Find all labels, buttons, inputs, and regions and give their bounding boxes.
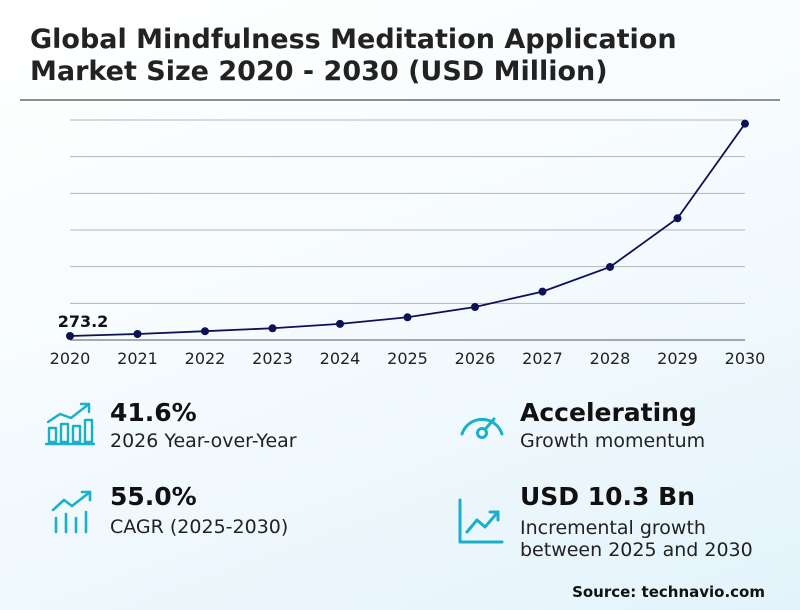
- data-point: [673, 214, 682, 223]
- x-tick-label: 2025: [387, 349, 428, 368]
- x-tick-label: 2020: [50, 349, 91, 368]
- title-divider: [20, 99, 780, 101]
- data-point: [471, 303, 479, 311]
- data-labels: 273.2: [58, 312, 109, 331]
- x-tick-label: 2027: [522, 349, 563, 368]
- x-tick-label: 2029: [657, 349, 698, 368]
- data-point: [403, 313, 412, 322]
- chart-title: Global Mindfulness Meditation Applicatio…: [30, 24, 770, 88]
- data-point: [606, 262, 614, 271]
- data-point: [201, 327, 209, 336]
- stat-cagr-label: CAGR (2025-2030): [110, 516, 289, 538]
- stat-yoy-label: 2026 Year-over-Year: [110, 430, 297, 452]
- x-tick-label: 2022: [185, 349, 226, 368]
- x-tick-label: 2021: [117, 349, 158, 368]
- stat-incremental-value: USD 10.3 Bn: [520, 482, 695, 511]
- gauge-icon: [460, 417, 504, 439]
- stat-yoy-value: 41.6%: [110, 398, 197, 427]
- data-point: [538, 287, 547, 296]
- stat-cagr-value: 55.0%: [110, 482, 197, 511]
- chart-grid: [70, 119, 745, 341]
- data-point: [741, 119, 749, 128]
- x-tick-label: 2023: [252, 349, 293, 368]
- x-tick-label: 2030: [725, 349, 766, 368]
- x-tick-label: 2026: [455, 349, 496, 368]
- line-chart: 2020 2021 2022 2023 2024 2025 2026 2027 2028 2029…: [50, 119, 766, 368]
- growth-chart-icon: [458, 498, 504, 544]
- x-tick-label: 2024: [320, 349, 361, 368]
- x-axis-ticks: 2020 2021 2022 2023 2024 2025 2026 2027 2028 2029…: [50, 349, 766, 368]
- data-point: [336, 319, 344, 328]
- trend-chart-icon: [51, 490, 92, 534]
- title-line-2: Market Size 2020 - 2030 (USD Million): [30, 56, 608, 87]
- data-label: 273.2: [58, 312, 109, 331]
- title-line-1: Global Mindfulness Meditation Applicatio…: [30, 24, 677, 55]
- x-tick-label: 2028: [590, 349, 631, 368]
- stat-momentum-value: Accelerating: [520, 398, 697, 427]
- stat-incremental-label: Incremental growth between 2025 and 2030: [520, 517, 753, 561]
- bar-chart-icon: [45, 402, 95, 446]
- series-layer: [66, 119, 749, 340]
- data-point: [66, 331, 74, 340]
- data-point: [268, 324, 277, 333]
- data-point: [133, 329, 142, 338]
- stat-momentum-label: Growth momentum: [520, 430, 706, 452]
- source-note: Source: technavio.com: [572, 583, 765, 601]
